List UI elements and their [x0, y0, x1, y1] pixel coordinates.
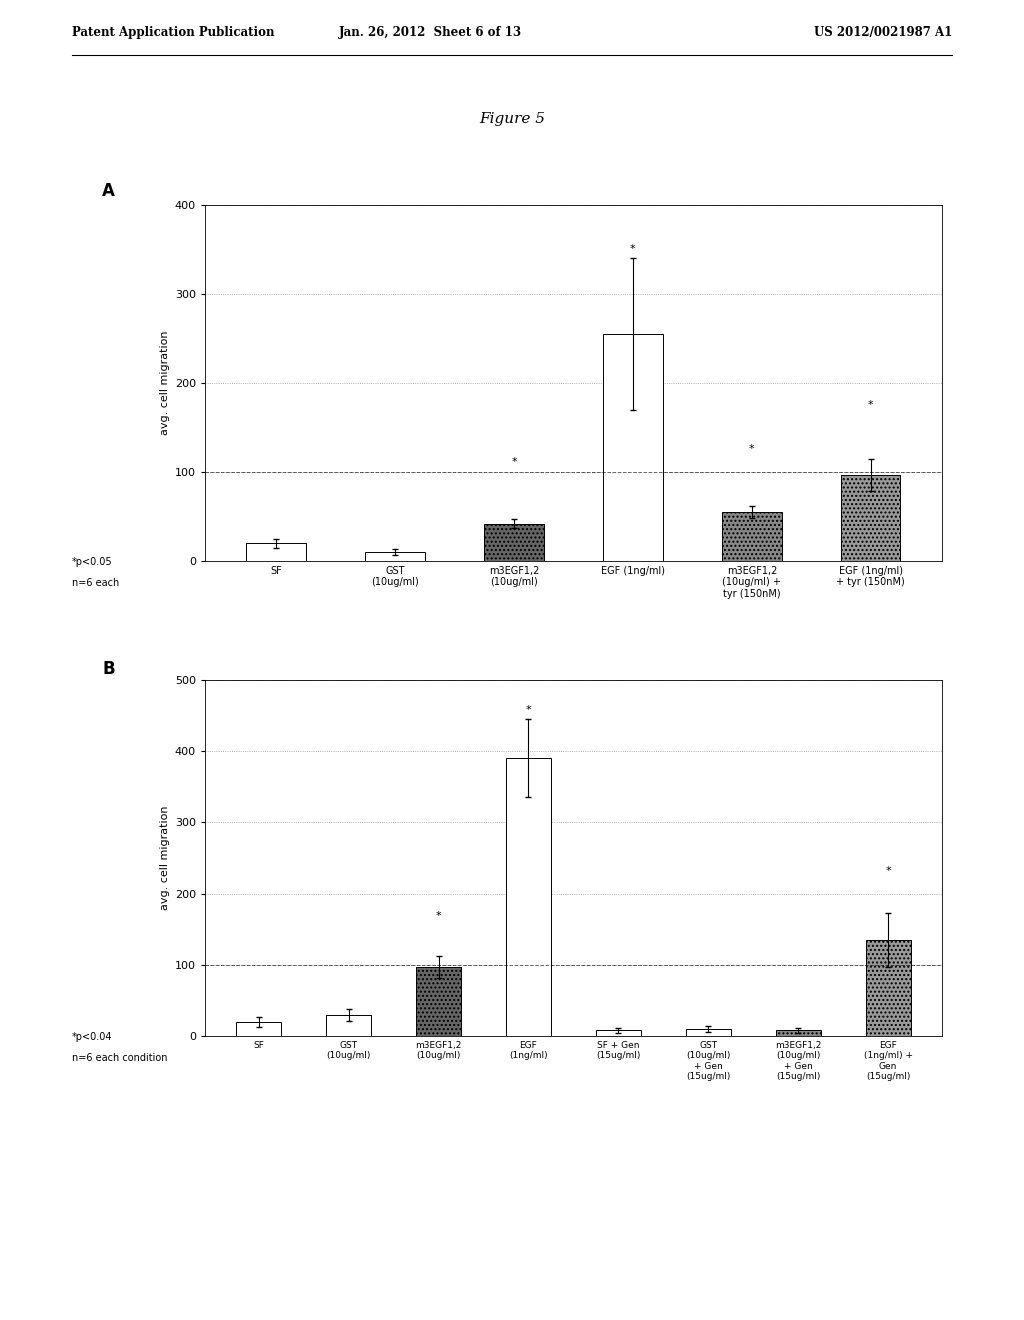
- Y-axis label: avg. cell migration: avg. cell migration: [161, 805, 170, 911]
- Bar: [865, 940, 910, 1036]
- Text: B: B: [102, 660, 115, 678]
- Text: Jan. 26, 2012  Sheet 6 of 13: Jan. 26, 2012 Sheet 6 of 13: [339, 26, 521, 40]
- Bar: [416, 968, 461, 1036]
- Text: *: *: [886, 866, 891, 876]
- Text: *: *: [436, 911, 441, 921]
- Text: *p<0.04: *p<0.04: [72, 1032, 113, 1043]
- Text: *: *: [749, 444, 755, 454]
- Text: *: *: [525, 705, 531, 715]
- Text: *p<0.05: *p<0.05: [72, 557, 113, 568]
- Text: *: *: [511, 458, 517, 467]
- Bar: [776, 1031, 820, 1036]
- Text: Figure 5: Figure 5: [479, 112, 545, 127]
- Bar: [686, 1030, 731, 1036]
- Text: n=6 each condition: n=6 each condition: [72, 1053, 167, 1064]
- Bar: [247, 544, 306, 561]
- Text: A: A: [102, 182, 116, 201]
- Bar: [237, 1022, 282, 1036]
- Text: US 2012/0021987 A1: US 2012/0021987 A1: [814, 26, 952, 40]
- Bar: [327, 1015, 371, 1036]
- Bar: [484, 524, 544, 561]
- Text: n=6 each: n=6 each: [72, 578, 119, 589]
- Bar: [603, 334, 663, 561]
- Bar: [841, 475, 900, 561]
- Bar: [722, 512, 781, 561]
- Bar: [366, 552, 425, 561]
- Text: *: *: [868, 400, 873, 409]
- Text: Patent Application Publication: Patent Application Publication: [72, 26, 274, 40]
- Text: *: *: [630, 244, 636, 253]
- Bar: [506, 758, 551, 1036]
- Bar: [596, 1031, 641, 1036]
- Y-axis label: avg. cell migration: avg. cell migration: [161, 330, 170, 436]
